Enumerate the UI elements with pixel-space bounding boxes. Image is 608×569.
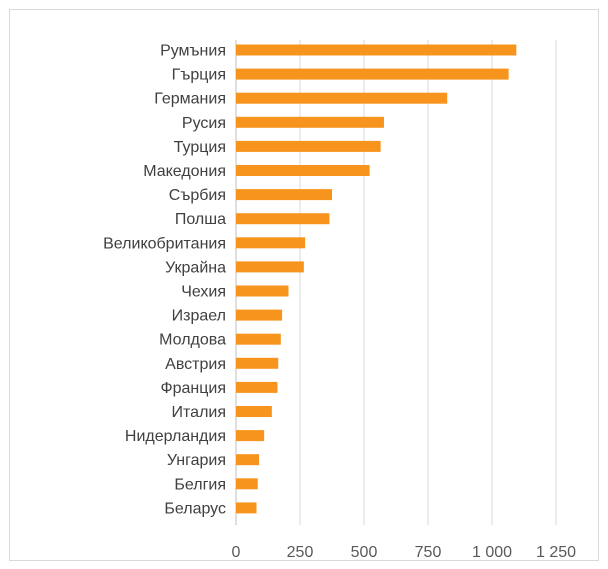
- bar-11: [236, 285, 289, 297]
- bars: [236, 44, 517, 514]
- x-tick-label: 500: [351, 544, 378, 561]
- x-tick-label: 1 000: [472, 544, 512, 561]
- category-label: Австрия: [165, 356, 226, 373]
- bar-18: [236, 454, 260, 466]
- bar-20: [236, 502, 257, 514]
- x-tick-label: 250: [287, 544, 314, 561]
- bar-7: [236, 189, 332, 201]
- bar-19: [236, 478, 258, 490]
- category-label: Македония: [143, 163, 226, 180]
- bar-4: [236, 116, 384, 128]
- bar-15: [236, 381, 278, 393]
- category-label: Беларус: [164, 500, 226, 517]
- bar-3: [236, 92, 448, 104]
- category-label: Сърбия: [169, 187, 226, 204]
- x-tick-label: 1 250: [536, 544, 576, 561]
- category-label: Гърция: [172, 67, 226, 84]
- category-label: Нидерландия: [125, 428, 226, 445]
- category-label: Великобритания: [103, 235, 226, 252]
- category-label: Белгия: [174, 476, 226, 493]
- bar-2: [236, 68, 509, 80]
- bar-12: [236, 309, 283, 321]
- bar-9: [236, 237, 306, 249]
- category-label: Украйна: [165, 259, 226, 276]
- category-label: Унгария: [167, 452, 226, 469]
- category-label: Израел: [172, 308, 226, 325]
- bar-8: [236, 213, 330, 225]
- gridlines: [235, 40, 557, 525]
- bar-1: [236, 44, 517, 56]
- bar-17: [236, 430, 265, 442]
- bar-6: [236, 165, 370, 176]
- x-tick-label: 0: [232, 544, 241, 561]
- bar-14: [236, 357, 279, 369]
- bar-10: [236, 261, 304, 273]
- category-labels: Румъния Гърция Германия Русия Турция Македони…: [103, 43, 226, 518]
- category-label: Полша: [175, 211, 226, 228]
- category-label: Турция: [174, 139, 226, 156]
- category-label: Италия: [172, 404, 226, 421]
- x-tick-labels: 0 250 500 750 1 000 1 250: [232, 544, 577, 561]
- category-label: Молдова: [159, 332, 226, 349]
- category-label: Франция: [160, 380, 226, 397]
- category-label: Русия: [182, 115, 226, 132]
- category-label: Германия: [154, 91, 226, 108]
- bar-5: [236, 140, 381, 152]
- category-label: Чехия: [181, 284, 226, 301]
- x-tick-label: 750: [415, 544, 442, 561]
- category-label: Румъния: [160, 43, 226, 60]
- bar-13: [236, 333, 281, 345]
- bar-16: [236, 406, 272, 417]
